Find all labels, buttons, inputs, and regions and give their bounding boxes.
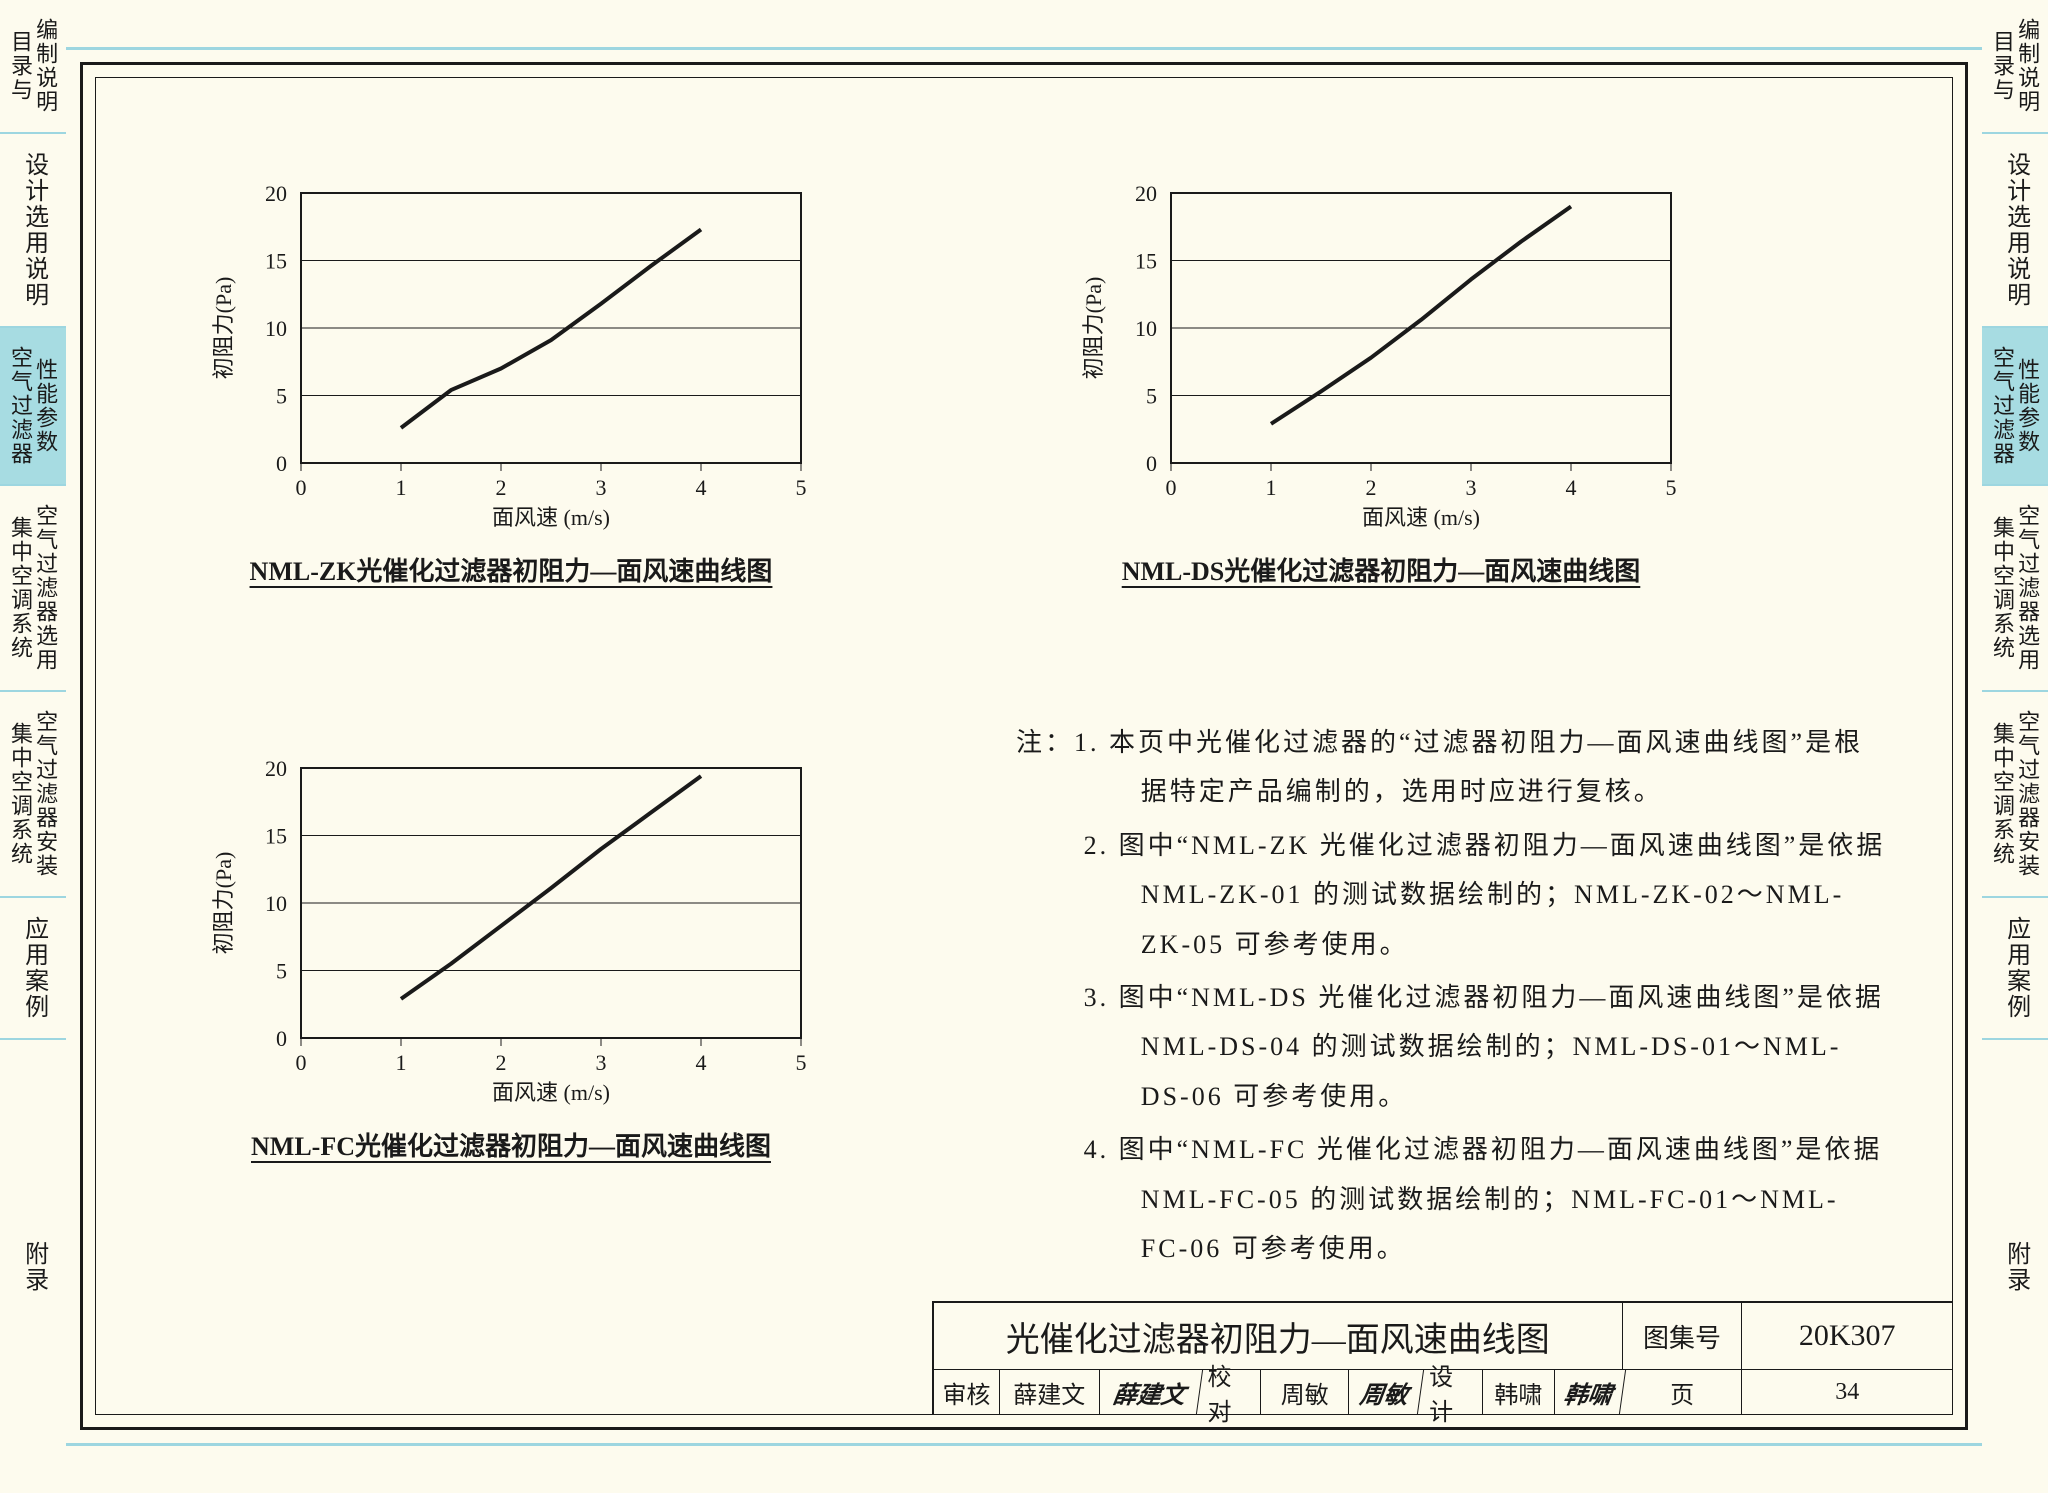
tb-album-no: 20K307 [1742, 1303, 1952, 1369]
tb-design-lbl: 设计 [1421, 1370, 1483, 1414]
page-root: 目录与编制说明设计选用说明空气过滤器性能参数集中空调系统空气过滤器选用集中空调系… [0, 0, 2048, 1493]
svg-text:1: 1 [396, 1050, 407, 1075]
svg-text:0: 0 [276, 1026, 287, 1051]
tabs-left: 目录与编制说明设计选用说明空气过滤器性能参数集中空调系统空气过滤器选用集中空调系… [0, 0, 66, 1493]
note-item-1: 注：1. 本页中光催化过滤器的“过滤器初阻力—面风速曲线图”是根据特定产品编制的… [1016, 718, 1886, 817]
tab-0[interactable]: 目录与编制说明 [0, 0, 66, 134]
svg-text:10: 10 [265, 891, 287, 916]
svg-text:5: 5 [1146, 384, 1157, 409]
svg-text:面风速 (m/s): 面风速 (m/s) [492, 505, 610, 530]
svg-text:4: 4 [1566, 475, 1577, 500]
svg-text:初阻力(Pa): 初阻力(Pa) [211, 852, 236, 955]
tab-2[interactable]: 空气过滤器性能参数 [1982, 328, 2048, 486]
svg-text:5: 5 [276, 384, 287, 409]
svg-text:15: 15 [1135, 249, 1157, 274]
notes-block: 注：1. 本页中光催化过滤器的“过滤器初阻力—面风速曲线图”是根据特定产品编制的… [1016, 718, 1886, 1277]
tb-review-sig: 薛建文 [1097, 1370, 1203, 1414]
top-accent-rule [0, 47, 2048, 50]
tab-6[interactable]: 附录 [0, 1040, 66, 1493]
note-item-4: 4. 图中“NML-FC 光催化过滤器初阻力—面风速曲线图”是依据 NML-FC… [1016, 1125, 1886, 1273]
chart-svg: 0 5 10 15 20 0 1 2 3 4 5 面风速 (m/s) 初阻力(Pa) [191, 748, 831, 1108]
drawing-frame: 05101520012345面风速 (m/s)初阻力(Pa)NML-ZK光催化过… [80, 62, 1968, 1430]
tb-proof-name: 周敏 [1261, 1370, 1349, 1414]
tab-4[interactable]: 集中空调系统空气过滤器安装 [0, 692, 66, 898]
svg-text:15: 15 [265, 249, 287, 274]
svg-text:面风速 (m/s): 面风速 (m/s) [1362, 505, 1480, 530]
title-block: 光催化过滤器初阻力—面风速曲线图 图集号 20K307 审核 薛建文 薛建文 校… [932, 1301, 1952, 1414]
svg-text:20: 20 [265, 756, 287, 781]
tab-0[interactable]: 目录与编制说明 [1982, 0, 2048, 134]
chart-fc: 0 5 10 15 20 0 1 2 3 4 5 面风速 (m/s) 初阻力(Pa) NML-FC光催化过… [191, 748, 831, 1163]
tab-4[interactable]: 集中空调系统空气过滤器安装 [1982, 692, 2048, 898]
svg-text:2: 2 [496, 475, 507, 500]
svg-text:3: 3 [596, 1050, 607, 1075]
svg-text:初阻力(Pa): 初阻力(Pa) [211, 277, 236, 380]
svg-text:5: 5 [1666, 475, 1677, 500]
tab-6[interactable]: 附录 [1982, 1040, 2048, 1493]
svg-text:0: 0 [276, 451, 287, 476]
note-item-2: 2. 图中“NML-ZK 光催化过滤器初阻力—面风速曲线图”是依据 NML-ZK… [1016, 821, 1886, 969]
svg-text:面风速 (m/s): 面风速 (m/s) [492, 1080, 610, 1105]
svg-text:2: 2 [1366, 475, 1377, 500]
tb-proof-sig: 周敏 [1346, 1370, 1424, 1414]
svg-text:4: 4 [696, 475, 707, 500]
chart-caption: NML-ZK光催化过滤器初阻力—面风速曲线图 [191, 551, 831, 588]
svg-text:5: 5 [276, 959, 287, 984]
tb-page-no: 34 [1742, 1370, 1952, 1414]
svg-text:0: 0 [296, 1050, 307, 1075]
tb-page-lbl: 页 [1623, 1370, 1743, 1414]
svg-text:3: 3 [596, 475, 607, 500]
svg-text:4: 4 [696, 1050, 707, 1075]
svg-text:15: 15 [265, 824, 287, 849]
tab-5[interactable]: 应用案例 [1982, 898, 2048, 1040]
tb-proof-lbl: 校对 [1199, 1370, 1261, 1414]
svg-text:20: 20 [265, 181, 287, 206]
tab-3[interactable]: 集中空调系统空气过滤器选用 [0, 486, 66, 692]
tab-3[interactable]: 集中空调系统空气过滤器选用 [1982, 486, 2048, 692]
tb-title: 光催化过滤器初阻力—面风速曲线图 [934, 1303, 1623, 1369]
drawing-inner: 05101520012345面风速 (m/s)初阻力(Pa)NML-ZK光催化过… [95, 77, 1953, 1415]
tb-album-label: 图集号 [1623, 1303, 1743, 1369]
svg-text:20: 20 [1135, 181, 1157, 206]
svg-text:0: 0 [296, 475, 307, 500]
notes-list: 注：1. 本页中光催化过滤器的“过滤器初阻力—面风速曲线图”是根据特定产品编制的… [1016, 718, 1886, 1273]
chart-caption: NML-DS光催化过滤器初阻力—面风速曲线图 [1061, 551, 1701, 588]
tb-design-sig: 韩啸 [1552, 1370, 1626, 1414]
svg-text:5: 5 [796, 475, 807, 500]
tab-1[interactable]: 设计选用说明 [1982, 134, 2048, 328]
chart-caption: NML-FC光催化过滤器初阻力—面风速曲线图 [191, 1126, 831, 1163]
svg-text:10: 10 [265, 316, 287, 341]
svg-text:1: 1 [396, 475, 407, 500]
svg-text:0: 0 [1166, 475, 1177, 500]
chart-svg: 0 5 10 15 20 0 1 2 3 4 5 面风速 (m/s) 初阻力(Pa) [1061, 173, 1701, 533]
tb-review-lbl: 审核 [934, 1370, 1000, 1414]
svg-text:2: 2 [496, 1050, 507, 1075]
svg-text:3: 3 [1466, 475, 1477, 500]
tab-2[interactable]: 空气过滤器性能参数 [0, 328, 66, 486]
tabs-right: 目录与编制说明设计选用说明空气过滤器性能参数集中空调系统空气过滤器选用集中空调系… [1982, 0, 2048, 1493]
tab-1[interactable]: 设计选用说明 [0, 134, 66, 328]
tb-review-name: 薛建文 [1000, 1370, 1100, 1414]
note-item-3: 3. 图中“NML-DS 光催化过滤器初阻力—面风速曲线图”是依据 NML-DS… [1016, 973, 1886, 1121]
svg-text:5: 5 [796, 1050, 807, 1075]
chart-zk: 0 5 10 15 20 0 1 2 3 4 5 面风速 (m/s) 初阻力(Pa) NML-ZK光催化过… [191, 173, 831, 588]
svg-text:0: 0 [1146, 451, 1157, 476]
svg-text:初阻力(Pa): 初阻力(Pa) [1081, 277, 1106, 380]
bottom-accent-rule [0, 1443, 2048, 1446]
tab-5[interactable]: 应用案例 [0, 898, 66, 1040]
svg-text:10: 10 [1135, 316, 1157, 341]
tb-design-name: 韩啸 [1483, 1370, 1555, 1414]
chart-svg: 0 5 10 15 20 0 1 2 3 4 5 面风速 (m/s) 初阻力(Pa) [191, 173, 831, 533]
svg-text:1: 1 [1266, 475, 1277, 500]
chart-ds: 0 5 10 15 20 0 1 2 3 4 5 面风速 (m/s) 初阻力(Pa) NML-DS光催化过… [1061, 173, 1701, 588]
